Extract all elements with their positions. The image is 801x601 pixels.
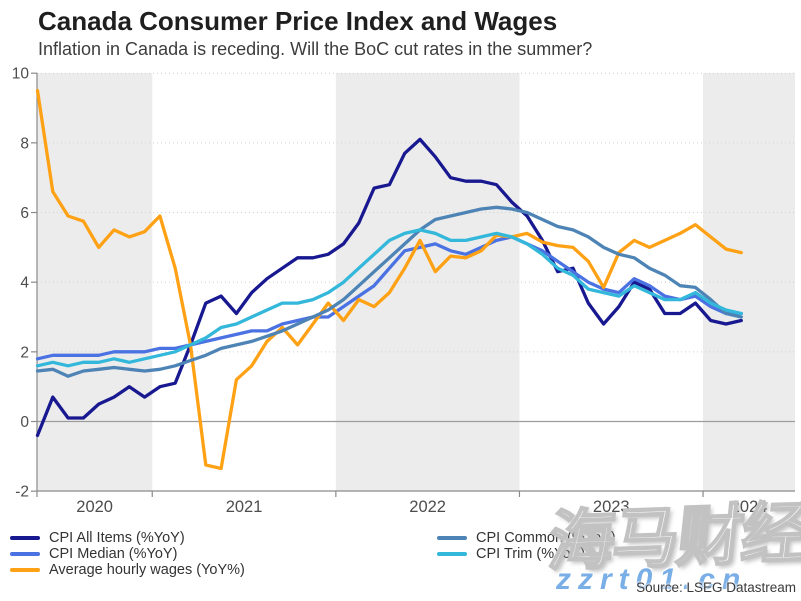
legend-item-cpi-median: CPI Median (%YoY)	[10, 546, 177, 562]
x-tick-label: 2023	[593, 498, 630, 516]
y-tick-label: 8	[20, 135, 29, 152]
series-line-0	[35, 137, 743, 438]
legend-swatch-wages	[10, 568, 40, 572]
legend-swatch-cpi-common	[437, 536, 467, 540]
x-tick-label: 2022	[409, 498, 446, 516]
x-tick-label: 2021	[226, 498, 263, 516]
source-note: Source: LSEG Datastream	[636, 580, 796, 595]
page-title: Canada Consumer Price Index and Wages	[38, 6, 558, 36]
page-subtitle: Inflation in Canada is receding. Will th…	[38, 39, 593, 59]
y-tick-label: 6	[20, 205, 29, 222]
y-tick-label: 10	[12, 66, 30, 83]
legend-label-cpi-common: CPI Common (%YoY)	[476, 530, 616, 546]
x-tick-label: 2024	[731, 498, 768, 516]
legend-swatch-cpi-median	[10, 552, 40, 556]
y-tick-label: -2	[15, 484, 29, 501]
legend-item-wages: Average hourly wages (YoY%)	[10, 562, 245, 578]
legend-swatch-cpi-trim	[437, 552, 467, 556]
y-tick-label: 4	[20, 275, 29, 292]
legend-label-wages: Average hourly wages (YoY%)	[49, 562, 245, 578]
watermark-url: zzrt01.cn	[556, 563, 748, 596]
y-tick-label: 0	[20, 414, 29, 431]
series-line-4	[35, 228, 743, 368]
series-line-3	[35, 205, 743, 378]
legend-item-cpi-all-items: CPI All Items (%YoY)	[10, 530, 185, 546]
legend-swatch-cpi-all-items	[10, 536, 40, 540]
legend-item-cpi-trim: CPI Trim (%YoY)	[437, 546, 585, 562]
series-line-1	[35, 235, 743, 361]
y-tick-label: 2	[20, 344, 29, 361]
legend-label-cpi-median: CPI Median (%YoY)	[49, 546, 178, 562]
x-tick-label: 2020	[76, 498, 113, 516]
series-line-2	[35, 88, 743, 471]
legend-label-cpi-trim: CPI Trim (%YoY)	[476, 546, 586, 562]
legend-label-cpi-all-items: CPI All Items (%YoY)	[49, 530, 185, 546]
legend-item-cpi-common: CPI Common (%YoY)	[437, 530, 616, 546]
year-band	[37, 73, 153, 491]
